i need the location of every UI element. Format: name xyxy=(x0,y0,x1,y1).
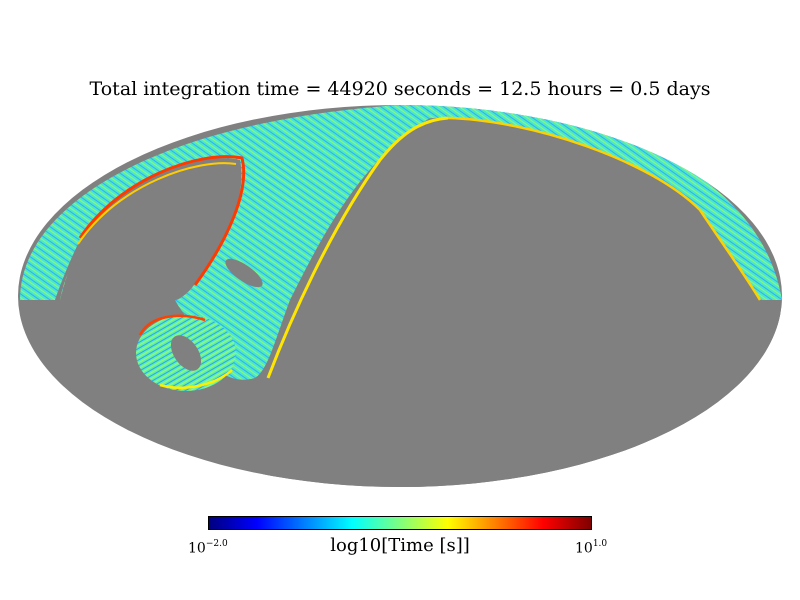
hot-edge-loop xyxy=(138,314,206,336)
warm-edge-arc xyxy=(447,116,762,301)
coverage-swath xyxy=(175,116,430,380)
colorbar-min-label: 10−2.0 xyxy=(188,539,228,557)
colorbar xyxy=(208,516,592,530)
map-title: Total integration time = 44920 seconds =… xyxy=(89,78,711,100)
sky-map xyxy=(18,105,782,487)
unobserved-main-interior xyxy=(260,118,782,487)
colorbar-max-label: 101.0 xyxy=(575,539,608,557)
unobserved-hook-interior xyxy=(60,158,242,300)
coverage-loop-hole xyxy=(170,335,202,371)
warm-edge-loop xyxy=(159,369,233,389)
warm-edge-hook xyxy=(77,162,237,245)
colorbar-label: log10[Time [s]] xyxy=(330,535,470,556)
coverage-upper-arc xyxy=(20,105,782,300)
warm-edge-swath xyxy=(266,116,449,379)
hot-edge-hook xyxy=(78,155,246,286)
coverage-region xyxy=(20,105,782,487)
coverage-swath-hole xyxy=(225,258,263,288)
